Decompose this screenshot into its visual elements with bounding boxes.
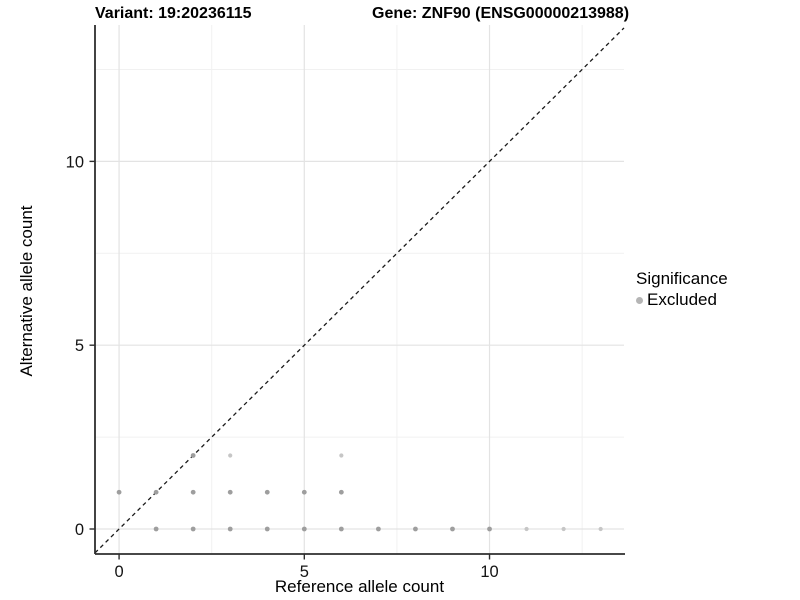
data-point (227, 526, 233, 532)
axis-lines (94, 25, 625, 555)
data-point (524, 526, 529, 532)
data-point (338, 489, 344, 495)
legend-item-excluded: Excluded (636, 290, 728, 310)
data-point (301, 526, 307, 532)
x-tick-labels: 0 5 10 (114, 563, 498, 581)
data-point (153, 489, 159, 495)
data-point (264, 489, 270, 495)
data-point (264, 526, 270, 532)
data-point (339, 453, 344, 458)
grid-major (95, 25, 624, 554)
legend-title: Significance (636, 269, 728, 288)
svg-text:10: 10 (66, 153, 84, 171)
data-point (190, 453, 196, 458)
legend: Significance Excluded (636, 269, 728, 310)
grid-minor (95, 25, 624, 554)
data-point (375, 526, 381, 532)
legend-item-label: Excluded (647, 290, 717, 309)
legend-point-icon (636, 296, 643, 304)
data-points (116, 453, 603, 532)
data-point (116, 489, 122, 495)
x-axis-title: Reference allele count (274, 577, 445, 596)
data-point (450, 526, 455, 532)
data-point (413, 526, 418, 532)
svg-text:0: 0 (114, 563, 123, 581)
y-tick-labels: 0 5 10 (66, 153, 84, 539)
variant-title: Variant: 19:20236115 (95, 5, 252, 22)
identity-line (94, 27, 625, 554)
data-point (598, 526, 603, 532)
data-point (190, 526, 196, 532)
data-point (227, 489, 233, 495)
svg-text:0: 0 (75, 521, 84, 539)
data-point (190, 489, 196, 495)
data-point (487, 526, 492, 532)
data-point (338, 526, 344, 532)
data-point (301, 489, 307, 495)
data-point (153, 526, 159, 532)
gene-title: Gene: ZNF90 (ENSG00000213988) (372, 5, 630, 22)
data-point (228, 453, 233, 458)
svg-text:5: 5 (300, 563, 309, 581)
svg-text:5: 5 (75, 337, 84, 355)
tick-marks (89, 160, 491, 560)
data-point (561, 526, 566, 532)
svg-text:10: 10 (480, 563, 498, 581)
